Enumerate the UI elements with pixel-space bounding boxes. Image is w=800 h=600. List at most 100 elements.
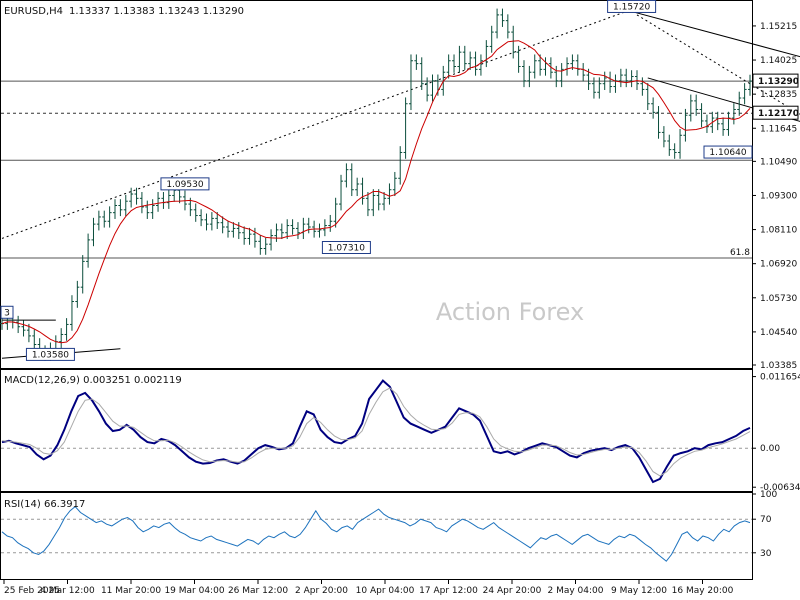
y-tick-label: 1.05730 bbox=[760, 294, 797, 304]
candle bbox=[134, 187, 139, 205]
candle bbox=[597, 77, 602, 99]
candle bbox=[618, 68, 623, 88]
candle bbox=[419, 57, 424, 90]
candle bbox=[91, 217, 96, 247]
candle bbox=[226, 220, 231, 238]
last-price-label: 1.13290 bbox=[752, 73, 799, 88]
fib-level-label: 61.8 bbox=[730, 248, 750, 258]
candle bbox=[538, 54, 543, 76]
candle bbox=[376, 189, 381, 211]
svg-text:1.13290: 1.13290 bbox=[758, 77, 799, 87]
candle bbox=[166, 189, 171, 209]
candle bbox=[704, 114, 709, 133]
x-tick-label: 19 Mar 04:00 bbox=[164, 586, 224, 596]
y-tick-label: 1.11645 bbox=[760, 124, 797, 134]
annotation-label: 3 bbox=[4, 308, 10, 318]
candle bbox=[516, 45, 521, 73]
candle bbox=[317, 223, 322, 238]
rsi-tick-label: 70 bbox=[760, 515, 772, 525]
candle bbox=[258, 235, 263, 255]
macd-title: MACD(12,26,9) 0.003251 0.002119 bbox=[4, 375, 182, 386]
moving-average-line bbox=[1, 40, 751, 344]
macd-axis: 0.011654 0.00 -0.006345 bbox=[752, 373, 800, 493]
rsi-tick-label: 100 bbox=[760, 490, 777, 500]
y-tick-label: 1.06920 bbox=[760, 260, 797, 270]
rsi-axis: 100 70 30 bbox=[752, 490, 777, 559]
candle bbox=[715, 111, 720, 131]
candle bbox=[656, 106, 661, 139]
annotation-label: 1.15720 bbox=[613, 2, 650, 12]
candle bbox=[392, 171, 397, 197]
x-tick-label: 11 Mar 20:00 bbox=[101, 586, 161, 596]
candle bbox=[328, 214, 333, 232]
y-tick-label: 1.04540 bbox=[760, 328, 797, 338]
x-tick-label: 2 Apr 20:00 bbox=[295, 586, 348, 596]
candle bbox=[430, 74, 435, 102]
candle bbox=[107, 206, 112, 228]
candle bbox=[69, 295, 74, 331]
x-tick-label: 26 Mar 12:00 bbox=[228, 586, 288, 596]
x-tick-label: 2 May 04:00 bbox=[548, 586, 604, 596]
candle bbox=[737, 91, 742, 116]
x-tick-label: 4 Mar 12:00 bbox=[40, 586, 95, 596]
candle bbox=[355, 177, 360, 197]
candle bbox=[452, 54, 457, 73]
candle bbox=[102, 210, 107, 228]
price-annotation: 1.03580 bbox=[25, 347, 75, 361]
candle bbox=[683, 108, 688, 142]
annotations: 1.15720 1.09530 1.07310 1.10640 1.03580 3 bbox=[0, 0, 753, 361]
candle bbox=[688, 94, 693, 122]
candle bbox=[231, 222, 236, 238]
rsi-levels bbox=[1, 518, 752, 554]
candle bbox=[425, 77, 430, 102]
trendline bbox=[647, 77, 800, 122]
candle bbox=[575, 54, 580, 76]
candle bbox=[511, 25, 516, 59]
candle bbox=[64, 318, 69, 341]
candle bbox=[387, 183, 392, 205]
candle bbox=[629, 70, 634, 88]
candle bbox=[333, 197, 338, 228]
candle bbox=[145, 200, 150, 219]
candle bbox=[365, 192, 370, 217]
y-tick-label: 1.10490 bbox=[760, 157, 797, 167]
candle bbox=[263, 237, 268, 255]
candle bbox=[591, 77, 596, 99]
macd-series bbox=[1, 379, 751, 484]
candle bbox=[398, 146, 403, 185]
candle bbox=[75, 280, 80, 308]
price-annotation: 3 bbox=[0, 305, 14, 319]
price-panel bbox=[0, 0, 753, 369]
candle bbox=[199, 209, 204, 227]
macd-tick-label: 0.011654 bbox=[760, 373, 800, 383]
price-annotation: 1.09530 bbox=[160, 177, 210, 191]
candle bbox=[156, 192, 161, 212]
candle bbox=[624, 68, 629, 88]
candle bbox=[285, 219, 290, 240]
candle bbox=[269, 229, 274, 251]
candle bbox=[204, 213, 209, 231]
candle bbox=[279, 223, 284, 240]
candle bbox=[554, 65, 559, 88]
candle bbox=[59, 328, 64, 348]
trendline bbox=[631, 10, 800, 58]
candle bbox=[86, 233, 91, 268]
candle bbox=[139, 192, 144, 214]
candle bbox=[672, 143, 677, 159]
candle bbox=[220, 216, 225, 234]
candle bbox=[252, 227, 257, 248]
macd-tick-label: 0.00 bbox=[760, 444, 780, 454]
candle bbox=[548, 57, 553, 79]
candle bbox=[295, 222, 300, 240]
candle bbox=[16, 315, 21, 334]
rsi-tick-label: 30 bbox=[760, 549, 772, 559]
candle bbox=[150, 199, 155, 219]
candle bbox=[478, 54, 483, 76]
candle bbox=[80, 255, 85, 294]
candle bbox=[495, 8, 500, 39]
candle bbox=[699, 103, 704, 128]
candle bbox=[667, 134, 672, 156]
candle bbox=[489, 25, 494, 53]
